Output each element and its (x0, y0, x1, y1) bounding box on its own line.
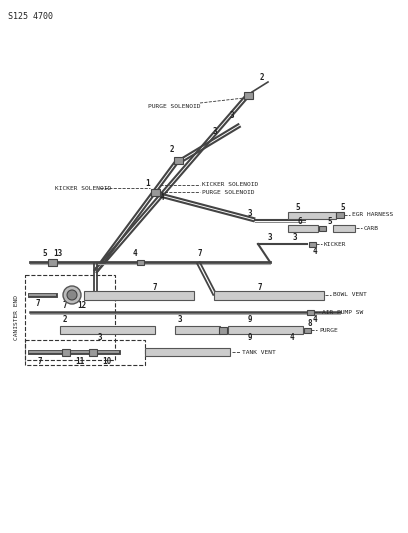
Text: CARB: CARB (364, 225, 379, 230)
Text: 7: 7 (63, 302, 67, 311)
Bar (145, 348, 230, 356)
Bar (137, 260, 144, 264)
Bar (84, 290, 194, 300)
Text: 3: 3 (178, 316, 182, 325)
Text: 4: 4 (133, 249, 137, 259)
Text: 9: 9 (248, 334, 252, 343)
Text: CANISTER END: CANISTER END (13, 295, 18, 341)
Circle shape (67, 290, 77, 300)
Text: 4: 4 (290, 334, 294, 343)
Bar (308, 241, 315, 246)
Text: 2: 2 (63, 316, 67, 325)
Text: 3: 3 (268, 233, 272, 243)
Text: 3: 3 (230, 110, 234, 119)
Text: 6: 6 (298, 216, 302, 225)
Bar (214, 290, 324, 300)
Text: 10: 10 (102, 357, 112, 366)
Bar (60, 326, 155, 334)
Text: BOWL VENT: BOWL VENT (333, 293, 367, 297)
Bar (288, 224, 318, 231)
Text: 2: 2 (259, 74, 264, 83)
Text: PURGE: PURGE (319, 327, 338, 333)
Bar (336, 212, 344, 218)
Text: 7: 7 (153, 282, 157, 292)
Text: 3: 3 (248, 208, 252, 217)
Text: 3: 3 (293, 233, 297, 243)
Text: 4: 4 (313, 246, 317, 255)
Bar (306, 310, 313, 314)
Text: 8: 8 (308, 319, 312, 327)
Text: 5: 5 (296, 204, 300, 213)
Text: 12: 12 (78, 302, 86, 311)
Text: 3: 3 (98, 334, 102, 343)
Text: 7: 7 (198, 249, 202, 259)
Text: S125 4700: S125 4700 (8, 12, 53, 21)
Bar (333, 224, 355, 231)
Text: 1: 1 (146, 179, 150, 188)
Text: 9: 9 (248, 316, 252, 325)
Text: TANK VENT: TANK VENT (242, 350, 276, 354)
Bar (288, 212, 336, 219)
Text: 13: 13 (53, 249, 62, 259)
Bar (173, 157, 182, 164)
Bar (219, 327, 227, 334)
Text: KICKER SOLENOID: KICKER SOLENOID (55, 185, 111, 190)
Text: 5: 5 (328, 216, 332, 225)
Bar (47, 259, 56, 265)
Bar (151, 189, 160, 196)
Text: EGR HARNESS: EGR HARNESS (352, 213, 393, 217)
Bar (228, 326, 303, 334)
Text: KICKER SOLENOID: KICKER SOLENOID (202, 182, 258, 188)
Text: 2: 2 (170, 146, 174, 155)
Text: 5: 5 (341, 204, 345, 213)
Text: 7: 7 (35, 300, 40, 309)
Bar (244, 92, 253, 99)
Text: 7: 7 (258, 282, 262, 292)
Text: 7: 7 (38, 357, 42, 366)
Bar (175, 326, 220, 334)
Bar (89, 349, 97, 356)
Bar (62, 349, 70, 356)
Text: AIR PUMP SW: AIR PUMP SW (322, 310, 363, 314)
Circle shape (63, 286, 81, 304)
Text: PURGE SOLENOID: PURGE SOLENOID (202, 190, 255, 195)
Text: KICKER: KICKER (324, 241, 346, 246)
Text: 5: 5 (43, 249, 47, 259)
Text: 11: 11 (75, 357, 84, 366)
Bar (319, 225, 326, 230)
Text: PURGE SOLENOID: PURGE SOLENOID (148, 104, 200, 109)
Text: 4: 4 (160, 193, 164, 203)
Text: 3: 3 (213, 127, 217, 136)
Bar (304, 327, 310, 333)
Text: 4: 4 (313, 316, 317, 325)
